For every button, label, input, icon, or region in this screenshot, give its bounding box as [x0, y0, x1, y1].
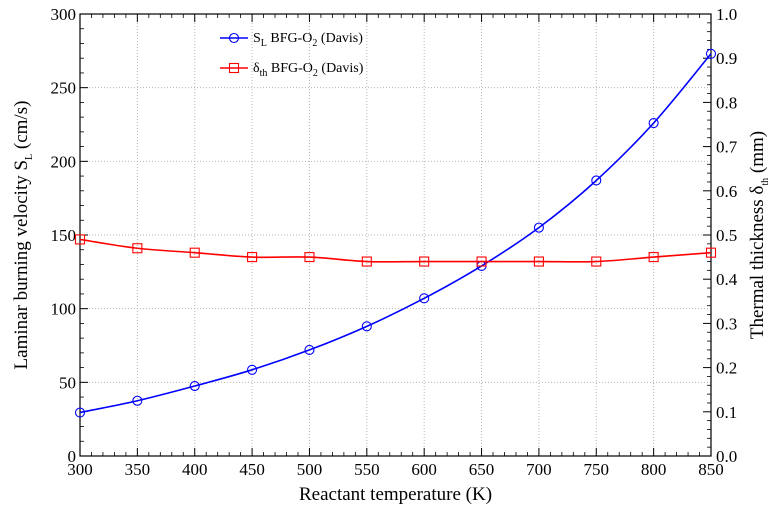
y-right-tick-label: 1.0: [716, 5, 737, 24]
series-2-point: [132, 243, 143, 254]
y-left-tick-label: 250: [51, 79, 77, 98]
y-left-tick-label: 200: [51, 152, 77, 171]
y-right-axis-title: Thermal thickness δth (mm): [747, 131, 771, 339]
y-right-tick-label: 0.2: [716, 359, 737, 378]
y-right-tick-label: 0.6: [716, 182, 737, 201]
series-2-point: [247, 252, 258, 263]
series-2-point: [361, 256, 372, 267]
x-tick-label: 750: [584, 460, 610, 479]
x-tick-label: 800: [641, 460, 667, 479]
y-right-tick-label: 0.4: [716, 270, 738, 289]
legend-label-2: δth BFG-O2 (Davis): [253, 61, 364, 79]
series-2-point: [705, 247, 717, 258]
x-tick-label: 450: [239, 460, 265, 479]
series-2-point: [648, 252, 659, 263]
series-2-point: [74, 234, 86, 245]
series-1-point: [132, 395, 143, 406]
series-1-point: [591, 175, 602, 186]
y-right-tick-label: 0.9: [716, 49, 737, 68]
x-tick-label: 500: [297, 460, 323, 479]
series-2-point: [591, 256, 602, 267]
series-2-point: [304, 252, 315, 263]
series-2-point: [476, 256, 487, 267]
x-axis-title: Reactant temperature (K): [299, 484, 492, 505]
x-tick-label: 550: [354, 460, 380, 479]
x-tick-label: 400: [182, 460, 208, 479]
y-right-tick-label: 0.8: [716, 93, 737, 112]
legend-marker-1: [228, 32, 240, 44]
x-tick-label: 700: [526, 460, 552, 479]
series-1-point: [304, 344, 315, 355]
x-tick-label: 350: [125, 460, 151, 479]
series-1-point: [419, 293, 430, 304]
y-left-tick-label: 150: [51, 226, 77, 245]
series-1-point: [361, 321, 372, 332]
x-tick-label: 650: [469, 460, 495, 479]
x-tick-label: 300: [67, 460, 93, 479]
y-right-tick-label: 0.1: [716, 403, 737, 422]
series-2-point: [419, 256, 430, 267]
y-left-tick-label: 300: [51, 5, 77, 24]
series-1-point: [648, 117, 659, 129]
y-left-axis-title: Laminar burning velocity SL (cm/s): [11, 101, 35, 370]
legend-label-1: SL BFG-O2 (Davis): [253, 31, 363, 49]
series-2-point: [189, 247, 200, 258]
series-line-2: [79, 238, 712, 263]
y-left-tick-label: 100: [51, 300, 77, 319]
x-tick-label: 850: [698, 460, 724, 479]
series-1-point: [705, 48, 717, 59]
series-line-1: [79, 53, 712, 414]
y-left-tick-label: 50: [59, 373, 76, 392]
series-1-point: [189, 380, 200, 392]
series-1-point: [74, 407, 86, 418]
y-left-tick-label: 0: [68, 447, 77, 466]
series-1-point: [247, 364, 258, 375]
series-1-point: [533, 222, 544, 233]
y-right-tick-label: 0.7: [716, 138, 738, 157]
legend-marker-2: [228, 62, 240, 74]
y-right-tick-label: 0.5: [716, 226, 737, 245]
y-right-tick-label: 0.3: [716, 314, 737, 333]
series-2-point: [533, 256, 544, 267]
x-tick-label: 600: [411, 460, 437, 479]
y-right-tick-label: 0.0: [716, 447, 737, 466]
